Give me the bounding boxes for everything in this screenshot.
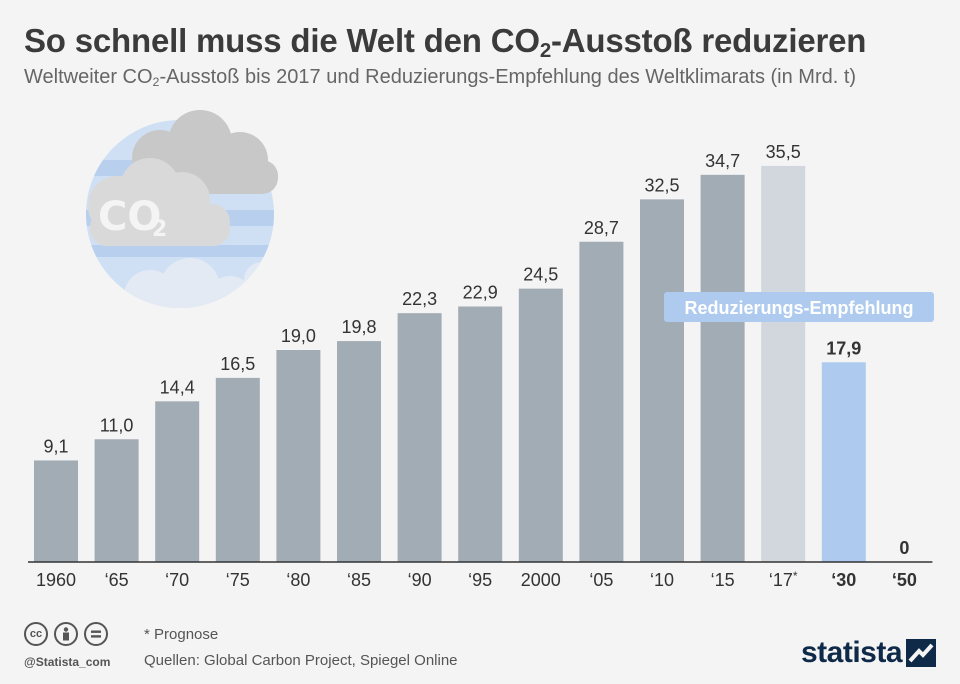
value-label-7: 22,9 <box>463 282 498 302</box>
tick-label-3: ‘75 <box>226 570 250 590</box>
bar-10 <box>640 199 684 563</box>
bar-7 <box>458 306 503 562</box>
tick-label-9: ‘05 <box>589 570 613 590</box>
value-label-12: 35,5 <box>766 142 801 162</box>
statista-logo[interactable]: statista <box>801 636 903 669</box>
bar-4 <box>276 350 321 562</box>
tick-label-6: ‘90 <box>408 570 432 590</box>
attribution-icon <box>54 622 78 646</box>
bar-9 <box>579 241 624 562</box>
bar-5 <box>337 341 381 562</box>
tick-label-0: 1960 <box>36 570 76 590</box>
value-label-8: 24,5 <box>523 265 558 285</box>
value-label-13: 17,9 <box>826 338 861 358</box>
value-label-6: 22,3 <box>402 289 437 309</box>
tick-label-1: ‘65 <box>105 570 129 590</box>
bar-2 <box>155 401 200 562</box>
value-label-1: 11,0 <box>100 415 134 435</box>
value-label-4: 19,0 <box>281 326 316 346</box>
tick-label-11: ‘15 <box>711 570 735 590</box>
bar-8 <box>518 288 563 562</box>
recommendation-label: Reduzierungs-Empfehlung <box>685 298 914 318</box>
value-label-0: 9,1 <box>43 436 68 456</box>
cc-icon: cc <box>24 622 48 646</box>
statista-logo-mark-icon <box>906 639 936 667</box>
bar-11 <box>700 174 745 563</box>
bar-13 <box>821 362 866 562</box>
no-derivatives-icon <box>84 622 108 646</box>
statista-handle[interactable]: @Statista_com <box>24 655 111 669</box>
tick-label-10: ‘10 <box>650 570 674 590</box>
page-title: So schnell muss die Welt den CO2-Ausstoß… <box>24 22 867 63</box>
tick-label-7: ‘95 <box>468 570 492 590</box>
tick-label-8: 2000 <box>521 570 561 590</box>
recommendation-badge <box>664 292 934 322</box>
tick-label-13: ‘30 <box>831 570 856 590</box>
value-label-5: 19,8 <box>341 317 376 337</box>
value-label-10: 32,5 <box>644 175 679 195</box>
forecast-footnote: * Prognose <box>144 626 219 643</box>
tick-label-12: ‘17* <box>769 569 798 590</box>
co2-illustration-label: CO <box>98 194 161 240</box>
page-subtitle: Weltweiter CO2-Ausstoß bis 2017 und Redu… <box>24 66 857 90</box>
bar-1 <box>94 439 139 562</box>
value-label-2: 14,4 <box>160 377 195 397</box>
bar-0 <box>34 460 78 562</box>
value-label-11: 34,7 <box>705 151 740 171</box>
bar-12 <box>761 165 806 563</box>
tick-label-14: ‘50 <box>892 570 917 590</box>
bar-6 <box>397 313 442 562</box>
co2-cloud-globe-icon: CO 2 <box>86 110 278 308</box>
sources-note: Quellen: Global Carbon Project, Spiegel … <box>144 652 458 669</box>
value-label-14: 0 <box>899 538 909 558</box>
license-icons: cc <box>24 622 108 646</box>
svg-text:2: 2 <box>152 217 167 242</box>
tick-label-4: ‘80 <box>286 570 310 590</box>
value-label-3: 16,5 <box>220 354 255 374</box>
value-label-9: 28,7 <box>584 218 619 238</box>
bar-3 <box>215 377 260 562</box>
tick-label-2: ‘70 <box>165 570 189 590</box>
tick-label-5: ‘85 <box>347 570 371 590</box>
